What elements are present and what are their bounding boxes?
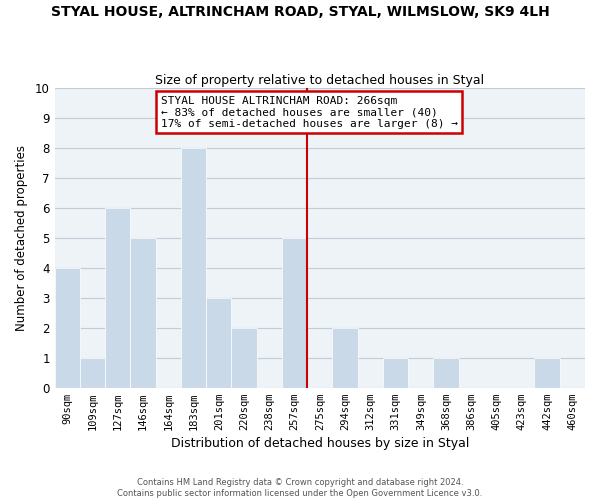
Bar (332, 328, 358, 388)
Bar (130, 238, 155, 388)
Bar (433, 358, 459, 388)
Bar (181, 148, 206, 388)
Text: STYAL HOUSE ALTRINCHAM ROAD: 266sqm
← 83% of detached houses are smaller (40)
17: STYAL HOUSE ALTRINCHAM ROAD: 266sqm ← 83… (161, 96, 458, 129)
Y-axis label: Number of detached properties: Number of detached properties (15, 145, 28, 331)
X-axis label: Distribution of detached houses by size in Styal: Distribution of detached houses by size … (170, 437, 469, 450)
Bar (206, 298, 232, 388)
Text: STYAL HOUSE, ALTRINCHAM ROAD, STYAL, WILMSLOW, SK9 4LH: STYAL HOUSE, ALTRINCHAM ROAD, STYAL, WIL… (50, 5, 550, 19)
Bar (383, 358, 408, 388)
Bar (232, 328, 257, 388)
Bar (282, 238, 307, 388)
Bar (55, 268, 80, 388)
Bar (535, 358, 560, 388)
Text: Contains HM Land Registry data © Crown copyright and database right 2024.
Contai: Contains HM Land Registry data © Crown c… (118, 478, 482, 498)
Title: Size of property relative to detached houses in Styal: Size of property relative to detached ho… (155, 74, 484, 87)
Bar (105, 208, 130, 388)
Bar (80, 358, 105, 388)
